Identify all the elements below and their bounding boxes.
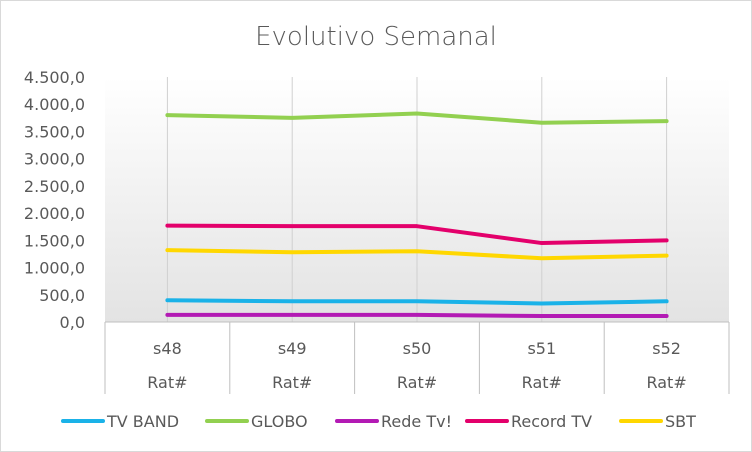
series-line-tv-band: [165, 298, 669, 306]
y-tick-label: 1.500,0: [24, 231, 85, 250]
x-tick-label: s49: [278, 339, 307, 358]
x-subcategory-label: Rat#: [522, 373, 562, 392]
y-tick-label: 4.000,0: [24, 95, 85, 114]
y-tick-label: 0,0: [60, 313, 85, 332]
chart-title: Evolutivo Semanal: [255, 22, 497, 52]
y-tick-label: 500,0: [39, 286, 85, 305]
y-tick-label: 2.000,0: [24, 204, 85, 223]
x-subcategory-label: Rat#: [147, 373, 187, 392]
series-line-record-tv: [165, 223, 669, 246]
legend-label: SBT: [665, 412, 696, 431]
x-subcategory-label: Rat#: [272, 373, 312, 392]
series-line-globo: [165, 111, 669, 125]
legend-label: Record TV: [511, 412, 592, 431]
legend-label: TV BAND: [106, 412, 179, 431]
x-subcategory-label: Rat#: [646, 373, 686, 392]
y-tick-label: 3.000,0: [24, 150, 85, 169]
legend-label: GLOBO: [251, 412, 308, 431]
series-line-rede-tv: [165, 312, 669, 319]
y-tick-label: 2.500,0: [24, 177, 85, 196]
x-tick-label: s52: [652, 339, 681, 358]
x-tick-label: s50: [403, 339, 432, 358]
series-line-sbt: [165, 248, 669, 261]
y-tick-label: 1.000,0: [24, 259, 85, 278]
x-tick-label: s51: [527, 339, 556, 358]
y-tick-label: 3.500,0: [24, 122, 85, 141]
legend-label: Rede Tv!: [381, 412, 452, 431]
x-tick-label: s48: [153, 339, 182, 358]
y-tick-label: 4.500,0: [24, 68, 85, 87]
x-subcategory-label: Rat#: [397, 373, 437, 392]
